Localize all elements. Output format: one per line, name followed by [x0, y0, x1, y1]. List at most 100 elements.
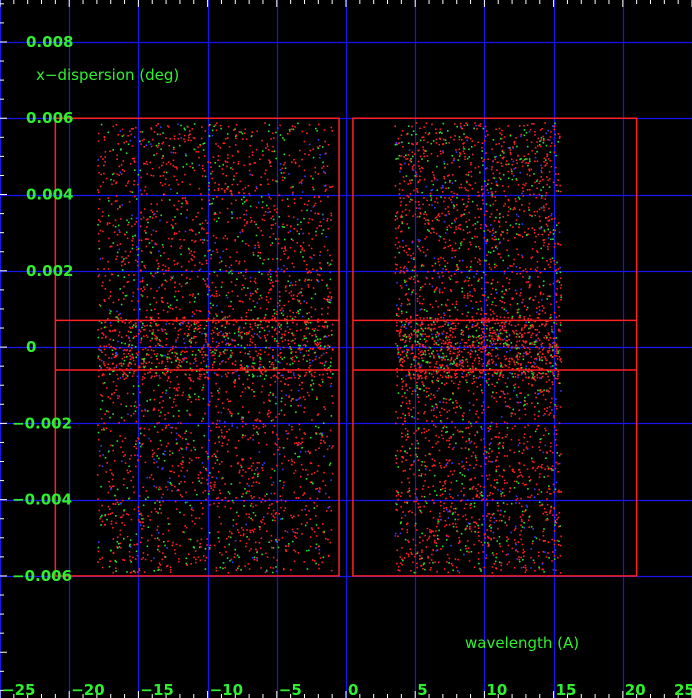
data-point — [213, 453, 215, 455]
data-point — [280, 409, 283, 412]
data-point — [533, 461, 535, 463]
data-point — [479, 384, 482, 386]
data-point — [202, 149, 205, 151]
data-point — [109, 485, 111, 488]
data-point — [478, 370, 481, 373]
data-point — [300, 464, 303, 466]
data-point — [112, 503, 115, 505]
data-point — [177, 329, 180, 332]
data-point — [505, 289, 508, 292]
data-point — [222, 250, 225, 253]
data-point — [526, 403, 528, 405]
data-point — [433, 366, 436, 368]
data-point — [103, 268, 105, 270]
data-point — [121, 357, 124, 360]
data-point — [465, 221, 467, 223]
data-point — [237, 235, 239, 238]
data-point — [311, 348, 314, 351]
data-point — [404, 434, 407, 437]
data-point — [242, 138, 244, 140]
data-point — [252, 293, 254, 295]
data-point — [140, 537, 143, 539]
data-point — [103, 164, 105, 167]
data-point — [168, 184, 170, 186]
data-point — [207, 493, 210, 495]
data-point — [97, 329, 99, 331]
data-point — [500, 137, 502, 140]
data-point — [405, 311, 408, 313]
data-point — [146, 554, 149, 556]
data-point — [269, 211, 271, 213]
data-point — [264, 316, 266, 319]
data-point — [155, 335, 157, 338]
data-point — [177, 364, 180, 366]
data-point — [143, 286, 145, 288]
data-point — [441, 359, 443, 361]
data-point — [541, 305, 544, 307]
data-point — [132, 337, 135, 339]
data-point — [324, 345, 327, 347]
data-point — [208, 310, 210, 313]
data-point — [282, 374, 284, 376]
data-point — [330, 357, 332, 360]
data-point — [169, 470, 171, 473]
data-point — [488, 455, 491, 458]
data-point — [554, 217, 556, 220]
data-point — [484, 139, 486, 142]
data-point — [179, 511, 181, 514]
data-point — [533, 232, 536, 234]
data-point — [551, 409, 553, 411]
data-point — [147, 218, 149, 220]
data-point — [490, 224, 492, 226]
data-point — [256, 333, 258, 336]
data-point — [401, 528, 403, 530]
data-point — [241, 366, 243, 368]
data-point — [417, 503, 420, 505]
data-point — [302, 344, 305, 346]
data-point — [96, 474, 99, 476]
data-point — [295, 399, 298, 401]
data-point — [311, 218, 314, 221]
data-point — [245, 138, 248, 140]
data-point — [290, 186, 292, 189]
data-point — [499, 216, 501, 219]
data-point — [287, 370, 289, 372]
data-point — [408, 303, 411, 305]
data-point — [249, 216, 252, 219]
data-point — [324, 484, 327, 487]
data-point — [526, 440, 529, 443]
data-point — [493, 479, 496, 481]
data-point — [144, 408, 146, 411]
data-point — [278, 331, 280, 333]
data-point — [141, 514, 143, 517]
data-point — [211, 354, 214, 357]
data-point — [212, 422, 214, 424]
data-point — [292, 334, 294, 336]
data-point — [449, 510, 451, 513]
data-point — [283, 238, 286, 241]
data-point — [101, 520, 104, 523]
data-point — [162, 174, 165, 177]
data-point — [238, 469, 241, 472]
data-point — [101, 566, 104, 569]
data-point — [314, 343, 317, 345]
data-point — [170, 224, 173, 226]
data-point — [230, 300, 232, 303]
data-point — [128, 339, 131, 342]
data-point — [323, 185, 326, 187]
data-point — [319, 254, 321, 257]
data-point — [277, 360, 279, 363]
data-point — [108, 508, 111, 510]
data-point — [234, 379, 236, 381]
data-point — [244, 565, 246, 567]
data-point — [260, 567, 262, 569]
data-point — [300, 228, 302, 230]
data-point — [228, 266, 231, 269]
data-point — [120, 264, 123, 267]
data-point — [165, 333, 168, 335]
data-point — [200, 362, 202, 364]
data-point — [244, 434, 246, 437]
data-point — [246, 378, 249, 381]
data-point — [212, 304, 214, 306]
data-point — [203, 279, 206, 282]
